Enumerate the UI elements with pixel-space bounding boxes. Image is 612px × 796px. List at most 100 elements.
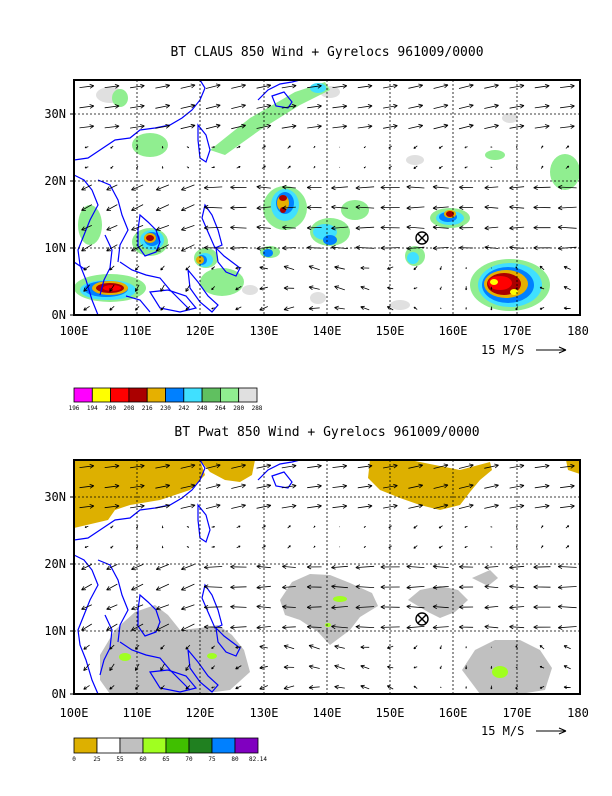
wind-vector <box>534 605 551 609</box>
claus-xtick-label: 170E <box>503 324 532 338</box>
wind-vector <box>262 526 266 529</box>
wind-vector <box>361 685 370 689</box>
claus-vector-key-label: 15 M/S <box>481 343 524 357</box>
wind-vector <box>414 307 417 309</box>
wind-vector <box>105 105 119 109</box>
wind-vector <box>314 166 315 168</box>
claus-xtick-label: 150E <box>376 324 405 338</box>
wind-vector <box>459 226 473 230</box>
wind-vector <box>485 605 499 609</box>
wind-vector <box>230 565 246 569</box>
wind-vector <box>284 665 294 669</box>
wind-vector <box>466 267 467 269</box>
wind-vector <box>282 84 296 88</box>
wind-vector <box>156 225 169 230</box>
wind-vector <box>237 546 241 548</box>
wind-vector <box>282 246 296 250</box>
claus-xtick-label: 140E <box>313 324 342 338</box>
wind-vector <box>466 646 467 648</box>
wind-vector <box>333 84 347 88</box>
wind-vector <box>361 266 370 269</box>
wind-vector <box>516 546 517 548</box>
wind-vector <box>466 307 467 309</box>
wind-vector <box>181 225 194 230</box>
pwat-gyre-marker <box>416 613 428 625</box>
wind-vector <box>307 104 321 108</box>
wind-vector <box>107 584 118 590</box>
colorbar-label: 216 <box>142 405 153 412</box>
wind-vector <box>408 504 422 508</box>
wind-vector <box>84 645 90 649</box>
colorbar-swatch <box>184 388 202 402</box>
wind-vector <box>84 306 90 310</box>
wind-vector <box>560 125 574 129</box>
wind-vector <box>156 564 169 570</box>
wind-vector <box>181 564 194 570</box>
wind-vector <box>231 104 245 109</box>
wind-vector <box>439 546 443 548</box>
wind-vector <box>137 546 138 549</box>
pwat-vector-key-label: 15 M/S <box>481 724 524 738</box>
wind-vector <box>309 266 320 270</box>
wind-vector <box>387 666 393 668</box>
wind-vector <box>356 625 374 629</box>
wind-vector <box>485 625 499 629</box>
wind-vector <box>534 565 551 569</box>
wind-vector <box>156 185 169 190</box>
wind-vector <box>389 146 392 148</box>
wind-vector <box>204 585 222 589</box>
claus-xtick-label: 100E <box>60 324 89 338</box>
wind-vector <box>534 186 551 190</box>
wind-vector <box>230 625 246 629</box>
wind-vector <box>111 526 114 528</box>
pwat-x-axis: 100E 110E 120E 130E 140E 150E 160E 170E … <box>60 706 589 720</box>
wind-vector <box>284 266 294 270</box>
wind-vector <box>162 546 163 548</box>
colorbar-label: 70 <box>185 756 193 763</box>
wind-vector <box>356 585 374 589</box>
wind-vector <box>433 565 449 569</box>
wind-vector <box>230 185 246 189</box>
claus-xtick-label: 110E <box>123 324 152 338</box>
colorbar-swatch <box>202 388 220 402</box>
wind-vector <box>465 147 468 148</box>
wind-vector <box>491 147 493 148</box>
wind-vector <box>434 104 448 109</box>
wind-vector <box>206 124 220 129</box>
wind-vector <box>465 526 468 527</box>
wind-vector <box>535 84 550 88</box>
claus-gyre-marker <box>416 232 428 244</box>
wind-vector <box>331 565 348 569</box>
wind-vector <box>309 665 320 669</box>
colorbar-swatch <box>120 738 143 753</box>
wind-vector <box>212 167 215 168</box>
wind-vector <box>558 206 577 210</box>
wind-vector <box>358 104 372 108</box>
colorbar-label: 208 <box>123 405 134 412</box>
wind-vector <box>560 105 574 109</box>
pwat-xtick-label: 160E <box>439 706 468 720</box>
wind-vector <box>564 686 571 689</box>
pwat-title: BT Pwat 850 Wind + Gyrelocs 961009/0000 <box>174 425 479 440</box>
wind-vector <box>230 246 246 250</box>
wind-vector <box>231 84 245 88</box>
wind-vector <box>439 526 443 528</box>
claus-ytick-label: 10N <box>44 241 66 255</box>
colorbar-swatch <box>74 738 97 753</box>
wind-vector <box>307 484 321 488</box>
wind-vector <box>111 166 114 168</box>
wind-vector <box>534 206 551 210</box>
colorbar-label: 264 <box>215 405 226 412</box>
pwat-ytick-label: 10N <box>44 624 66 638</box>
wind-vector <box>516 146 517 148</box>
wind-vector <box>558 585 577 589</box>
wind-vector <box>434 84 448 89</box>
wind-vector <box>558 246 577 250</box>
colorbar-swatch <box>235 738 258 753</box>
wind-vector <box>204 205 222 209</box>
wind-vector <box>137 166 138 169</box>
wind-vector <box>439 146 443 148</box>
colorbar-label: 248 <box>197 405 208 412</box>
wind-vector <box>309 286 320 290</box>
wind-vector <box>84 685 90 689</box>
